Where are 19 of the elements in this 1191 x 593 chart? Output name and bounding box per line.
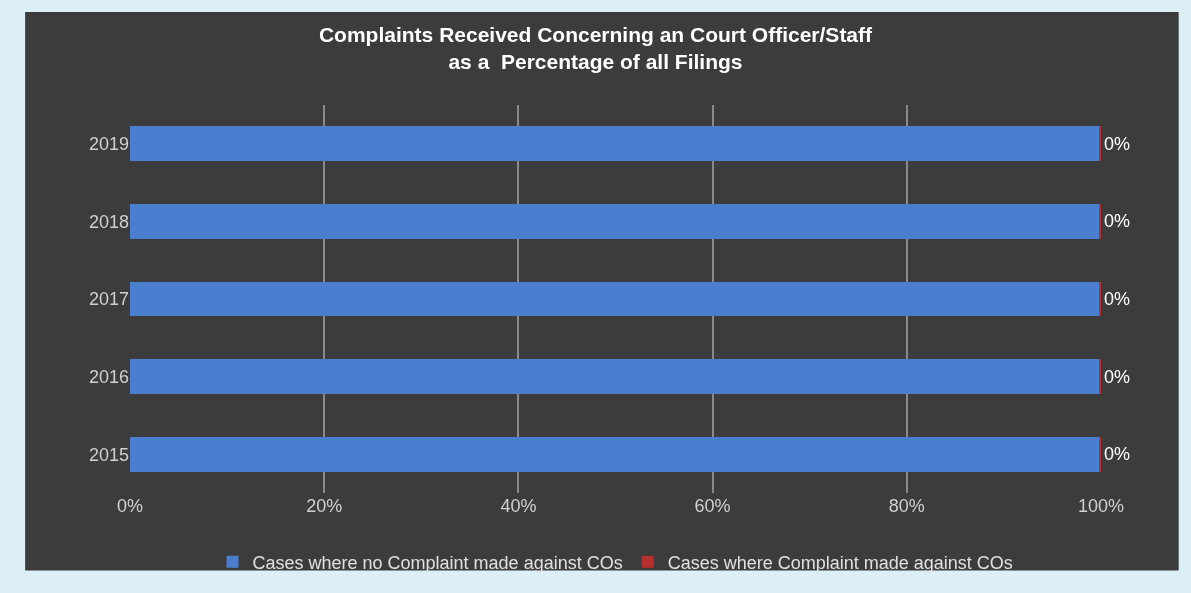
x-tick-label: 100% (1077, 496, 1125, 516)
legend-label: Cases where Complaint made against COs (667, 552, 1013, 573)
y-tick-label: 2018 (88, 211, 129, 232)
x-tick-label: 20% (306, 496, 343, 516)
legend-label: Cases where no Complaint made against COs (252, 552, 623, 573)
y-tick-label: 2016 (88, 366, 129, 387)
x-tick-label: 0% (116, 496, 144, 516)
data-label: 0% (1104, 366, 1131, 387)
chart-title: Complaints Received Concerning an Court Officer/Staff as a Percentage of all Filings (318, 22, 874, 73)
y-tick-label: 2019 (88, 134, 129, 155)
data-label: 0% (1104, 211, 1131, 232)
y-tick-label: 2017 (88, 289, 129, 310)
data-label: 0% (1104, 289, 1131, 309)
data-label: 0% (1104, 133, 1131, 154)
y-tick-label: 2015 (88, 444, 129, 465)
x-tick-label: 40% (500, 496, 537, 516)
x-tick-label: 80% (888, 496, 925, 516)
x-tick-label: 60% (694, 496, 731, 516)
data-label: 0% (1104, 444, 1131, 465)
